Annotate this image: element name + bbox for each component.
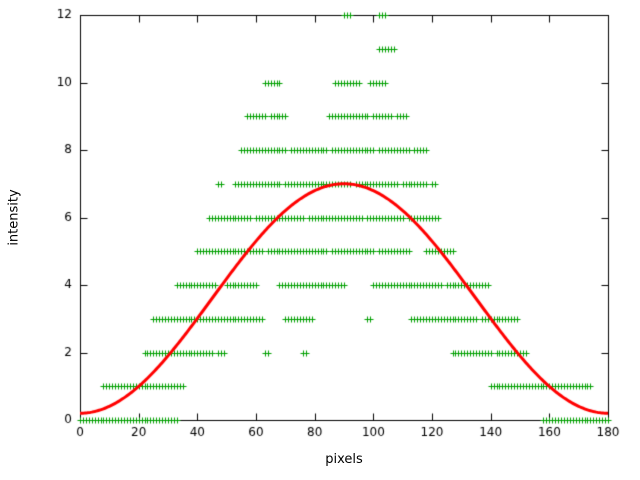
y-axis-label: intensity — [6, 189, 22, 246]
x-axis-label: pixels — [325, 452, 363, 467]
